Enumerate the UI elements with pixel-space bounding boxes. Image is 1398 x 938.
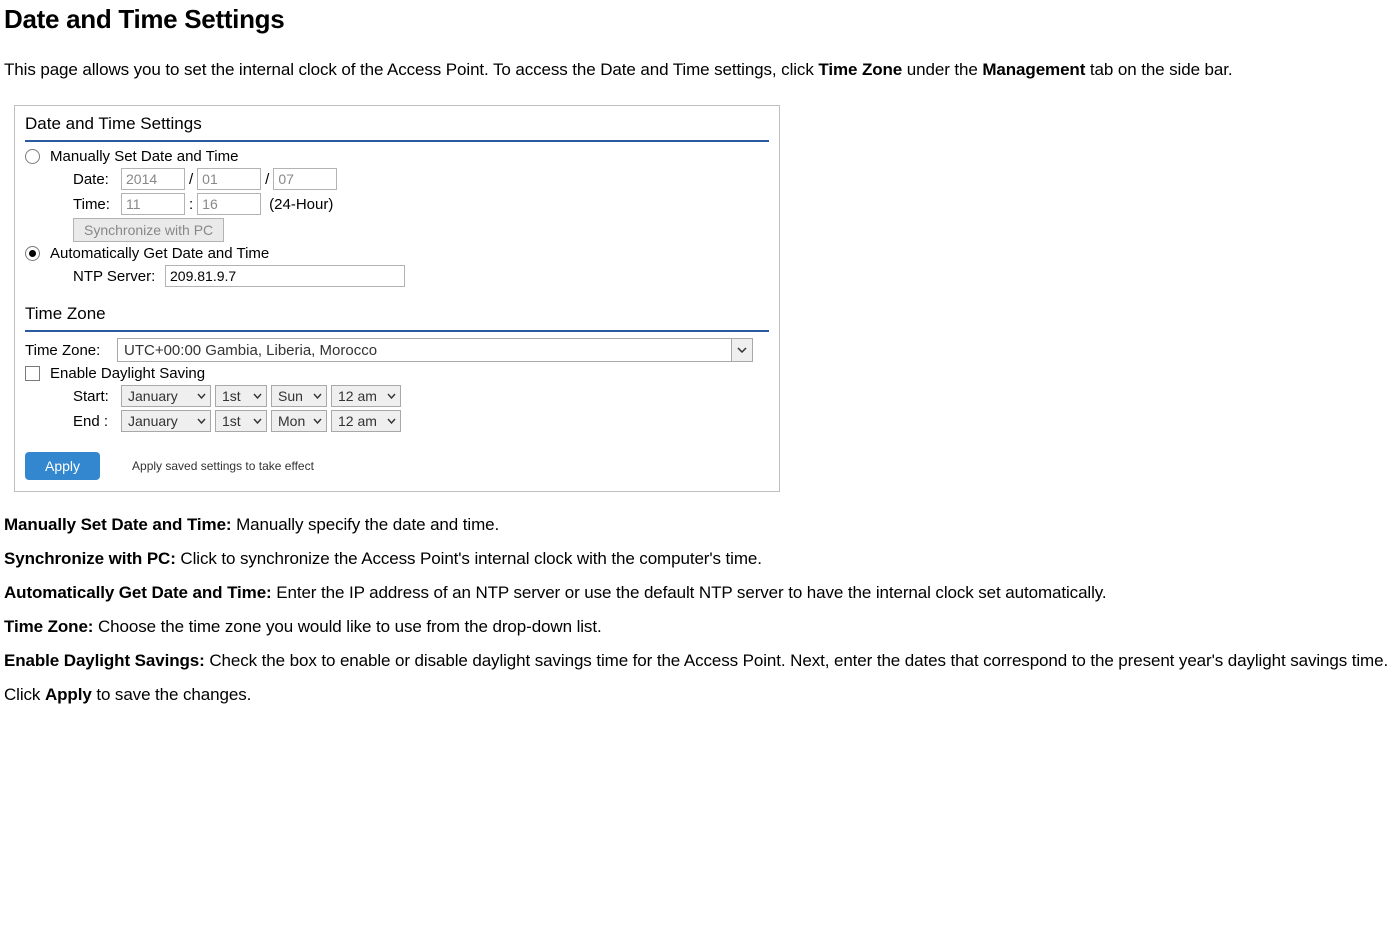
row-date: Date: 2014 / 01 / 07 — [25, 168, 769, 190]
end-day-value: 1st — [222, 413, 241, 429]
desc-dst-t: Check the box to enable or disable dayli… — [205, 651, 1388, 670]
desc-manual-t: Manually specify the date and time. — [232, 515, 500, 534]
end-hour-value: 12 am — [338, 413, 377, 429]
row-dst-end: End : January 1st Mon 12 am — [25, 410, 769, 432]
intro-bold-timezone: Time Zone — [818, 60, 902, 79]
intro-p1: This page allows you to set the internal… — [4, 60, 818, 79]
end-month-value: January — [128, 413, 178, 429]
dst-checkbox[interactable] — [25, 366, 40, 381]
apply-button[interactable]: Apply — [25, 452, 100, 480]
chevron-down-icon — [197, 418, 206, 424]
timezone-value: UTC+00:00 Gambia, Liberia, Morocco — [118, 342, 377, 359]
ntp-label: NTP Server: — [73, 268, 161, 285]
section-heading-timezone: Time Zone — [25, 304, 769, 332]
end-day-select[interactable]: 1st — [215, 410, 267, 432]
intro-bold-management: Management — [982, 60, 1085, 79]
intro-text: This page allows you to set the internal… — [4, 53, 1394, 87]
desc-tz-b: Time Zone: — [4, 617, 93, 636]
chevron-down-icon — [197, 393, 206, 399]
end-dow-value: Mon — [278, 413, 305, 429]
start-month-select[interactable]: January — [121, 385, 211, 407]
date-year-input[interactable]: 2014 — [121, 168, 185, 190]
end-month-select[interactable]: January — [121, 410, 211, 432]
date-day-input[interactable]: 07 — [273, 168, 337, 190]
row-dst-start: Start: January 1st Sun 12 am — [25, 385, 769, 407]
end-label: End : — [73, 413, 117, 430]
chevron-down-icon — [387, 393, 396, 399]
desc-apply-b: Apply — [45, 685, 92, 704]
desc-line: Click Apply to save the changes. — [4, 678, 1394, 712]
row-auto-radio[interactable]: Automatically Get Date and Time — [25, 245, 769, 262]
chevron-down-icon — [253, 418, 262, 424]
desc-line: Manually Set Date and Time: Manually spe… — [4, 508, 1394, 542]
row-timezone: Time Zone: UTC+00:00 Gambia, Liberia, Mo… — [25, 338, 769, 362]
time-hour-input[interactable]: 11 — [121, 193, 185, 215]
section-heading-datetime: Date and Time Settings — [25, 114, 769, 142]
time-sep: : — [189, 196, 193, 213]
settings-panel: Date and Time Settings Manually Set Date… — [14, 105, 780, 492]
desc-line: Synchronize with PC: Click to synchroniz… — [4, 542, 1394, 576]
start-day-select[interactable]: 1st — [215, 385, 267, 407]
apply-hint: Apply saved settings to take effect — [132, 459, 314, 473]
chevron-down-icon — [731, 339, 752, 361]
start-dow-value: Sun — [278, 388, 303, 404]
row-manual-radio[interactable]: Manually Set Date and Time — [25, 148, 769, 165]
desc-line: Automatically Get Date and Time: Enter t… — [4, 576, 1394, 610]
time-min-input[interactable]: 16 — [197, 193, 261, 215]
desc-sync-t: Click to synchronize the Access Point's … — [176, 549, 762, 568]
desc-tz-t: Choose the time zone you would like to u… — [93, 617, 601, 636]
date-label: Date: — [73, 171, 117, 188]
desc-sync-b: Synchronize with PC: — [4, 549, 176, 568]
radio-auto-label: Automatically Get Date and Time — [50, 245, 269, 262]
time-format-label: (24-Hour) — [269, 196, 333, 213]
tz-label: Time Zone: — [25, 342, 113, 359]
desc-apply-p2: to save the changes. — [92, 685, 252, 704]
date-month-input[interactable]: 01 — [197, 168, 261, 190]
date-sep-1: / — [189, 171, 193, 188]
timezone-select[interactable]: UTC+00:00 Gambia, Liberia, Morocco — [117, 338, 753, 362]
chevron-down-icon — [253, 393, 262, 399]
ntp-input[interactable]: 209.81.9.7 — [165, 265, 405, 287]
start-day-value: 1st — [222, 388, 241, 404]
intro-p3: tab on the side bar. — [1085, 60, 1232, 79]
time-label: Time: — [73, 196, 117, 213]
row-sync-btn: Synchronize with PC — [25, 218, 769, 242]
end-dow-select[interactable]: Mon — [271, 410, 327, 432]
chevron-down-icon — [313, 418, 322, 424]
date-sep-2: / — [265, 171, 269, 188]
page-title: Date and Time Settings — [4, 4, 1394, 35]
start-hour-select[interactable]: 12 am — [331, 385, 401, 407]
chevron-down-icon — [313, 393, 322, 399]
desc-line: Time Zone: Choose the time zone you woul… — [4, 610, 1394, 644]
desc-dst-b: Enable Daylight Savings: — [4, 651, 205, 670]
radio-auto[interactable] — [25, 246, 40, 261]
start-hour-value: 12 am — [338, 388, 377, 404]
desc-line: Enable Daylight Savings: Check the box t… — [4, 644, 1394, 678]
start-month-value: January — [128, 388, 178, 404]
intro-p2: under the — [902, 60, 982, 79]
desc-auto-b: Automatically Get Date and Time: — [4, 583, 272, 602]
sync-pc-button[interactable]: Synchronize with PC — [73, 218, 224, 242]
desc-auto-t: Enter the IP address of an NTP server or… — [272, 583, 1107, 602]
row-time: Time: 11 : 16 (24-Hour) — [25, 193, 769, 215]
chevron-down-icon — [387, 418, 396, 424]
radio-manual[interactable] — [25, 149, 40, 164]
dst-label: Enable Daylight Saving — [50, 365, 205, 382]
desc-manual-b: Manually Set Date and Time: — [4, 515, 232, 534]
start-label: Start: — [73, 388, 117, 405]
start-dow-select[interactable]: Sun — [271, 385, 327, 407]
descriptions-block: Manually Set Date and Time: Manually spe… — [4, 508, 1394, 712]
end-hour-select[interactable]: 12 am — [331, 410, 401, 432]
row-ntp: NTP Server: 209.81.9.7 — [25, 265, 769, 287]
row-apply: Apply Apply saved settings to take effec… — [25, 452, 769, 480]
radio-manual-label: Manually Set Date and Time — [50, 148, 238, 165]
desc-apply-p1: Click — [4, 685, 45, 704]
row-dst-checkbox[interactable]: Enable Daylight Saving — [25, 365, 769, 382]
